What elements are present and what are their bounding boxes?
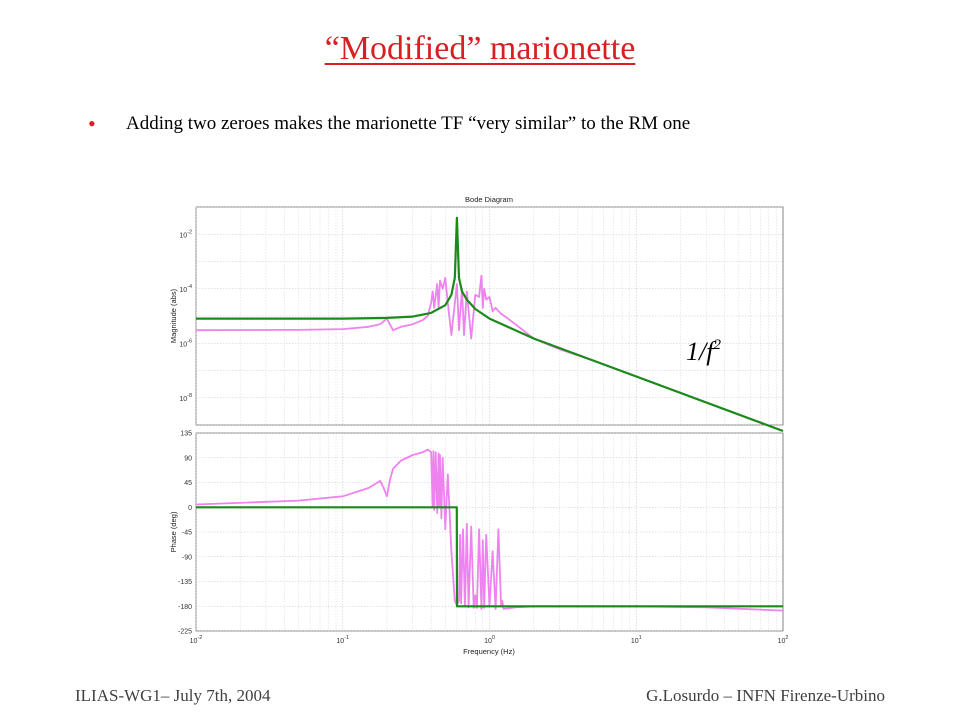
x-tick-label: 100 <box>484 635 495 645</box>
phase-tick-label: 135 <box>180 431 192 438</box>
x-tick-label: 102 <box>778 635 789 645</box>
x-tick-label: 10-1 <box>336 635 349 645</box>
phase-tick-label: -135 <box>178 579 192 586</box>
magnitude-panel: 10-8 10-6 10-4 10-2 Magnitude (abs) <box>169 206 784 433</box>
magnitude-tick-label: 10-6 <box>179 338 192 348</box>
bullet-dot-icon: • <box>88 111 96 136</box>
chart-title: Bode Diagram <box>465 195 513 204</box>
x-axis-label: Frequency (Hz) <box>463 647 515 656</box>
marionette-series-line <box>195 274 784 432</box>
phase-tick-label: 45 <box>184 480 192 487</box>
bullet-text: Adding two zeroes makes the marionette T… <box>126 113 691 134</box>
marionette-series-line <box>195 448 784 612</box>
x-tick-label: 101 <box>631 635 642 645</box>
phase-ylabel: Phase (deg) <box>169 511 178 552</box>
footer-left: ILIAS-WG1– July 7th, 2004 <box>75 686 271 705</box>
footer-right: G.Losurdo – INFN Firenze-Urbino <box>646 686 885 705</box>
magnitude-tick-label: 10-2 <box>179 229 192 239</box>
phase-tick-label: -45 <box>182 530 192 537</box>
x-tick-label: 10-2 <box>190 635 203 645</box>
magnitude-tick-label: 10-8 <box>179 393 192 403</box>
phase-panel: 135 90 45 0 -45 -90 -135 -180 -225 Phase (deg) <box>169 431 784 636</box>
magnitude-ylabel: Magnitude (abs) <box>169 288 178 343</box>
modified-series-line <box>196 506 783 608</box>
phase-tick-label: -90 <box>182 554 192 561</box>
phase-tick-label: -180 <box>178 604 192 611</box>
modified-series-line <box>196 216 784 433</box>
phase-tick-label: -225 <box>178 629 192 636</box>
phase-tick-label: 90 <box>184 455 192 462</box>
phase-tick-label: 0 <box>188 505 192 512</box>
magnitude-tick-label: 10-4 <box>179 284 192 294</box>
slide-title: “Modified” marionette <box>324 30 636 67</box>
slope-annotation: 1/f2 <box>686 337 721 366</box>
